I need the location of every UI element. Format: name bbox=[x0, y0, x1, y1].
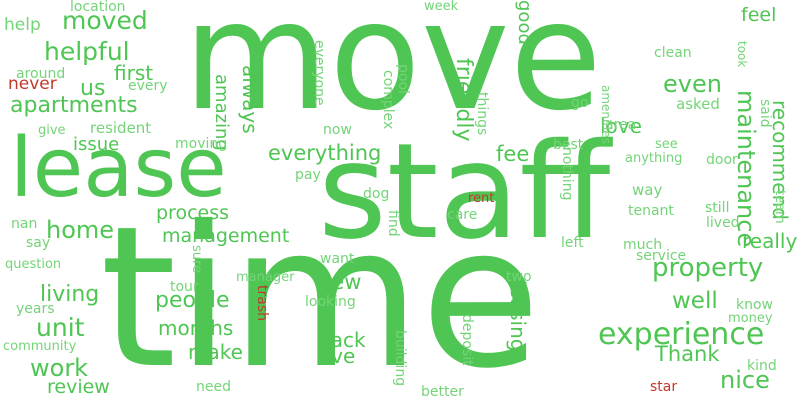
cloud-word-lived: lived bbox=[706, 215, 740, 231]
cloud-word-always: always bbox=[238, 65, 262, 134]
cloud-word-community: community bbox=[3, 339, 77, 354]
cloud-word-years: years bbox=[16, 301, 55, 317]
cloud-word-star: star bbox=[650, 379, 678, 395]
cloud-word-things: things bbox=[474, 92, 490, 136]
cloud-word-left: left bbox=[561, 235, 584, 251]
cloud-word-us: us bbox=[80, 76, 106, 101]
cloud-word-pool: pool bbox=[395, 64, 411, 94]
cloud-word-anything: anything bbox=[625, 151, 683, 166]
cloud-word-thank: Thank bbox=[655, 342, 720, 366]
cloud-word-area: area bbox=[605, 117, 637, 133]
cloud-word-fee: fee bbox=[496, 142, 530, 166]
cloud-word-moved: moved bbox=[62, 6, 148, 35]
cloud-word-nice: nice bbox=[720, 366, 770, 394]
cloud-word-everything: everything bbox=[268, 141, 382, 165]
cloud-word-trash: trash bbox=[254, 285, 270, 321]
cloud-word-move: move bbox=[183, 0, 602, 144]
cloud-word-clean: clean bbox=[654, 45, 692, 61]
cloud-word-management: management bbox=[162, 225, 290, 247]
cloud-word-money: money bbox=[728, 311, 773, 326]
cloud-word-dog: dog bbox=[363, 186, 390, 202]
cloud-word-everyone: everyone bbox=[311, 40, 327, 106]
cloud-word-say: say bbox=[26, 235, 51, 251]
cloud-word-way: way bbox=[632, 181, 663, 199]
cloud-word-nan: nan bbox=[11, 216, 38, 232]
cloud-word-location: location bbox=[70, 0, 126, 15]
cloud-word-issue: issue bbox=[73, 134, 120, 155]
cloud-word-give: give bbox=[38, 123, 66, 138]
cloud-word-rent: rent bbox=[468, 191, 495, 206]
cloud-word-took: took bbox=[735, 41, 749, 68]
cloud-word-good: good bbox=[514, 0, 535, 45]
cloud-word-still: still bbox=[705, 200, 730, 216]
cloud-word-find: find bbox=[385, 210, 401, 237]
cloud-word-know: know bbox=[736, 297, 773, 313]
cloud-word-team: team bbox=[772, 190, 787, 224]
cloud-word-question: question bbox=[5, 257, 62, 272]
cloud-word-back: back bbox=[318, 328, 366, 352]
cloud-word-tenant: tenant bbox=[628, 203, 674, 219]
cloud-word-property: property bbox=[652, 253, 764, 283]
cloud-word-live: live bbox=[320, 344, 356, 368]
cloud-word-never: never bbox=[8, 74, 57, 94]
cloud-word-best: best bbox=[553, 137, 584, 153]
cloud-word-building: building bbox=[392, 330, 408, 387]
cloud-word-help: help bbox=[4, 15, 41, 35]
cloud-word-really: really bbox=[742, 229, 798, 253]
cloud-word-living: living bbox=[40, 282, 100, 307]
cloud-word-make: make bbox=[188, 340, 243, 364]
cloud-word-service: service bbox=[636, 248, 687, 264]
cloud-word-time: time bbox=[100, 184, 541, 400]
cloud-word-complex: complex bbox=[380, 70, 396, 130]
cloud-word-love: love bbox=[600, 114, 642, 138]
cloud-word-unit: unit bbox=[36, 313, 85, 342]
cloud-word-kind: kind bbox=[747, 358, 777, 374]
cloud-word-much: much bbox=[623, 237, 663, 253]
cloud-word-experience: experience bbox=[598, 317, 765, 352]
cloud-word-feel: feel bbox=[741, 4, 777, 26]
cloud-word-friendly: friendly bbox=[451, 58, 476, 142]
cloud-word-week: week bbox=[424, 0, 459, 14]
cloud-word-apartments: apartments bbox=[10, 93, 138, 118]
cloud-word-care: care bbox=[447, 207, 478, 223]
cloud-word-process: process bbox=[156, 202, 230, 224]
cloud-word-months: months bbox=[158, 316, 234, 340]
cloud-word-every: every bbox=[128, 78, 168, 94]
cloud-word-nothing: nothing bbox=[559, 147, 575, 201]
cloud-word-two: two bbox=[506, 269, 532, 285]
cloud-word-resident: resident bbox=[90, 119, 152, 137]
cloud-word-looking: looking bbox=[305, 294, 356, 310]
cloud-word-well: well bbox=[672, 288, 718, 314]
cloud-word-around: around bbox=[16, 66, 66, 82]
cloud-word-new: new bbox=[318, 270, 362, 294]
cloud-word-sure: sure bbox=[189, 245, 204, 274]
cloud-word-better: better bbox=[421, 384, 464, 400]
cloud-word-people: people bbox=[155, 288, 230, 313]
cloud-word-helpful: helpful bbox=[44, 37, 130, 66]
cloud-word-deposit: deposit bbox=[459, 314, 475, 366]
cloud-word-staff: staff bbox=[318, 115, 611, 269]
cloud-word-first: first bbox=[114, 61, 154, 85]
cloud-word-review: review bbox=[47, 376, 110, 398]
cloud-word-pay: pay bbox=[295, 167, 321, 183]
cloud-word-go: go bbox=[571, 95, 589, 111]
cloud-word-home: home bbox=[46, 216, 115, 244]
cloud-word-door: door bbox=[706, 152, 738, 168]
cloud-word-lease: lease bbox=[10, 121, 227, 216]
cloud-word-asked: asked bbox=[676, 95, 720, 113]
cloud-word-manager: manager bbox=[236, 270, 295, 285]
cloud-word-now: now bbox=[323, 122, 352, 138]
cloud-word-said: said bbox=[757, 99, 773, 128]
cloud-word-need: need bbox=[196, 379, 231, 395]
cloud-word-even: even bbox=[663, 70, 722, 98]
cloud-word-see: see bbox=[655, 137, 678, 152]
cloud-word-amenities: amenities bbox=[599, 85, 613, 145]
cloud-word-tour: tour bbox=[170, 279, 199, 295]
cloud-word-want: want bbox=[320, 251, 355, 267]
cloud-word-work: work bbox=[30, 354, 89, 382]
cloud-word-moving: moving bbox=[175, 136, 228, 152]
cloud-word-leasing: leasing bbox=[506, 280, 530, 352]
